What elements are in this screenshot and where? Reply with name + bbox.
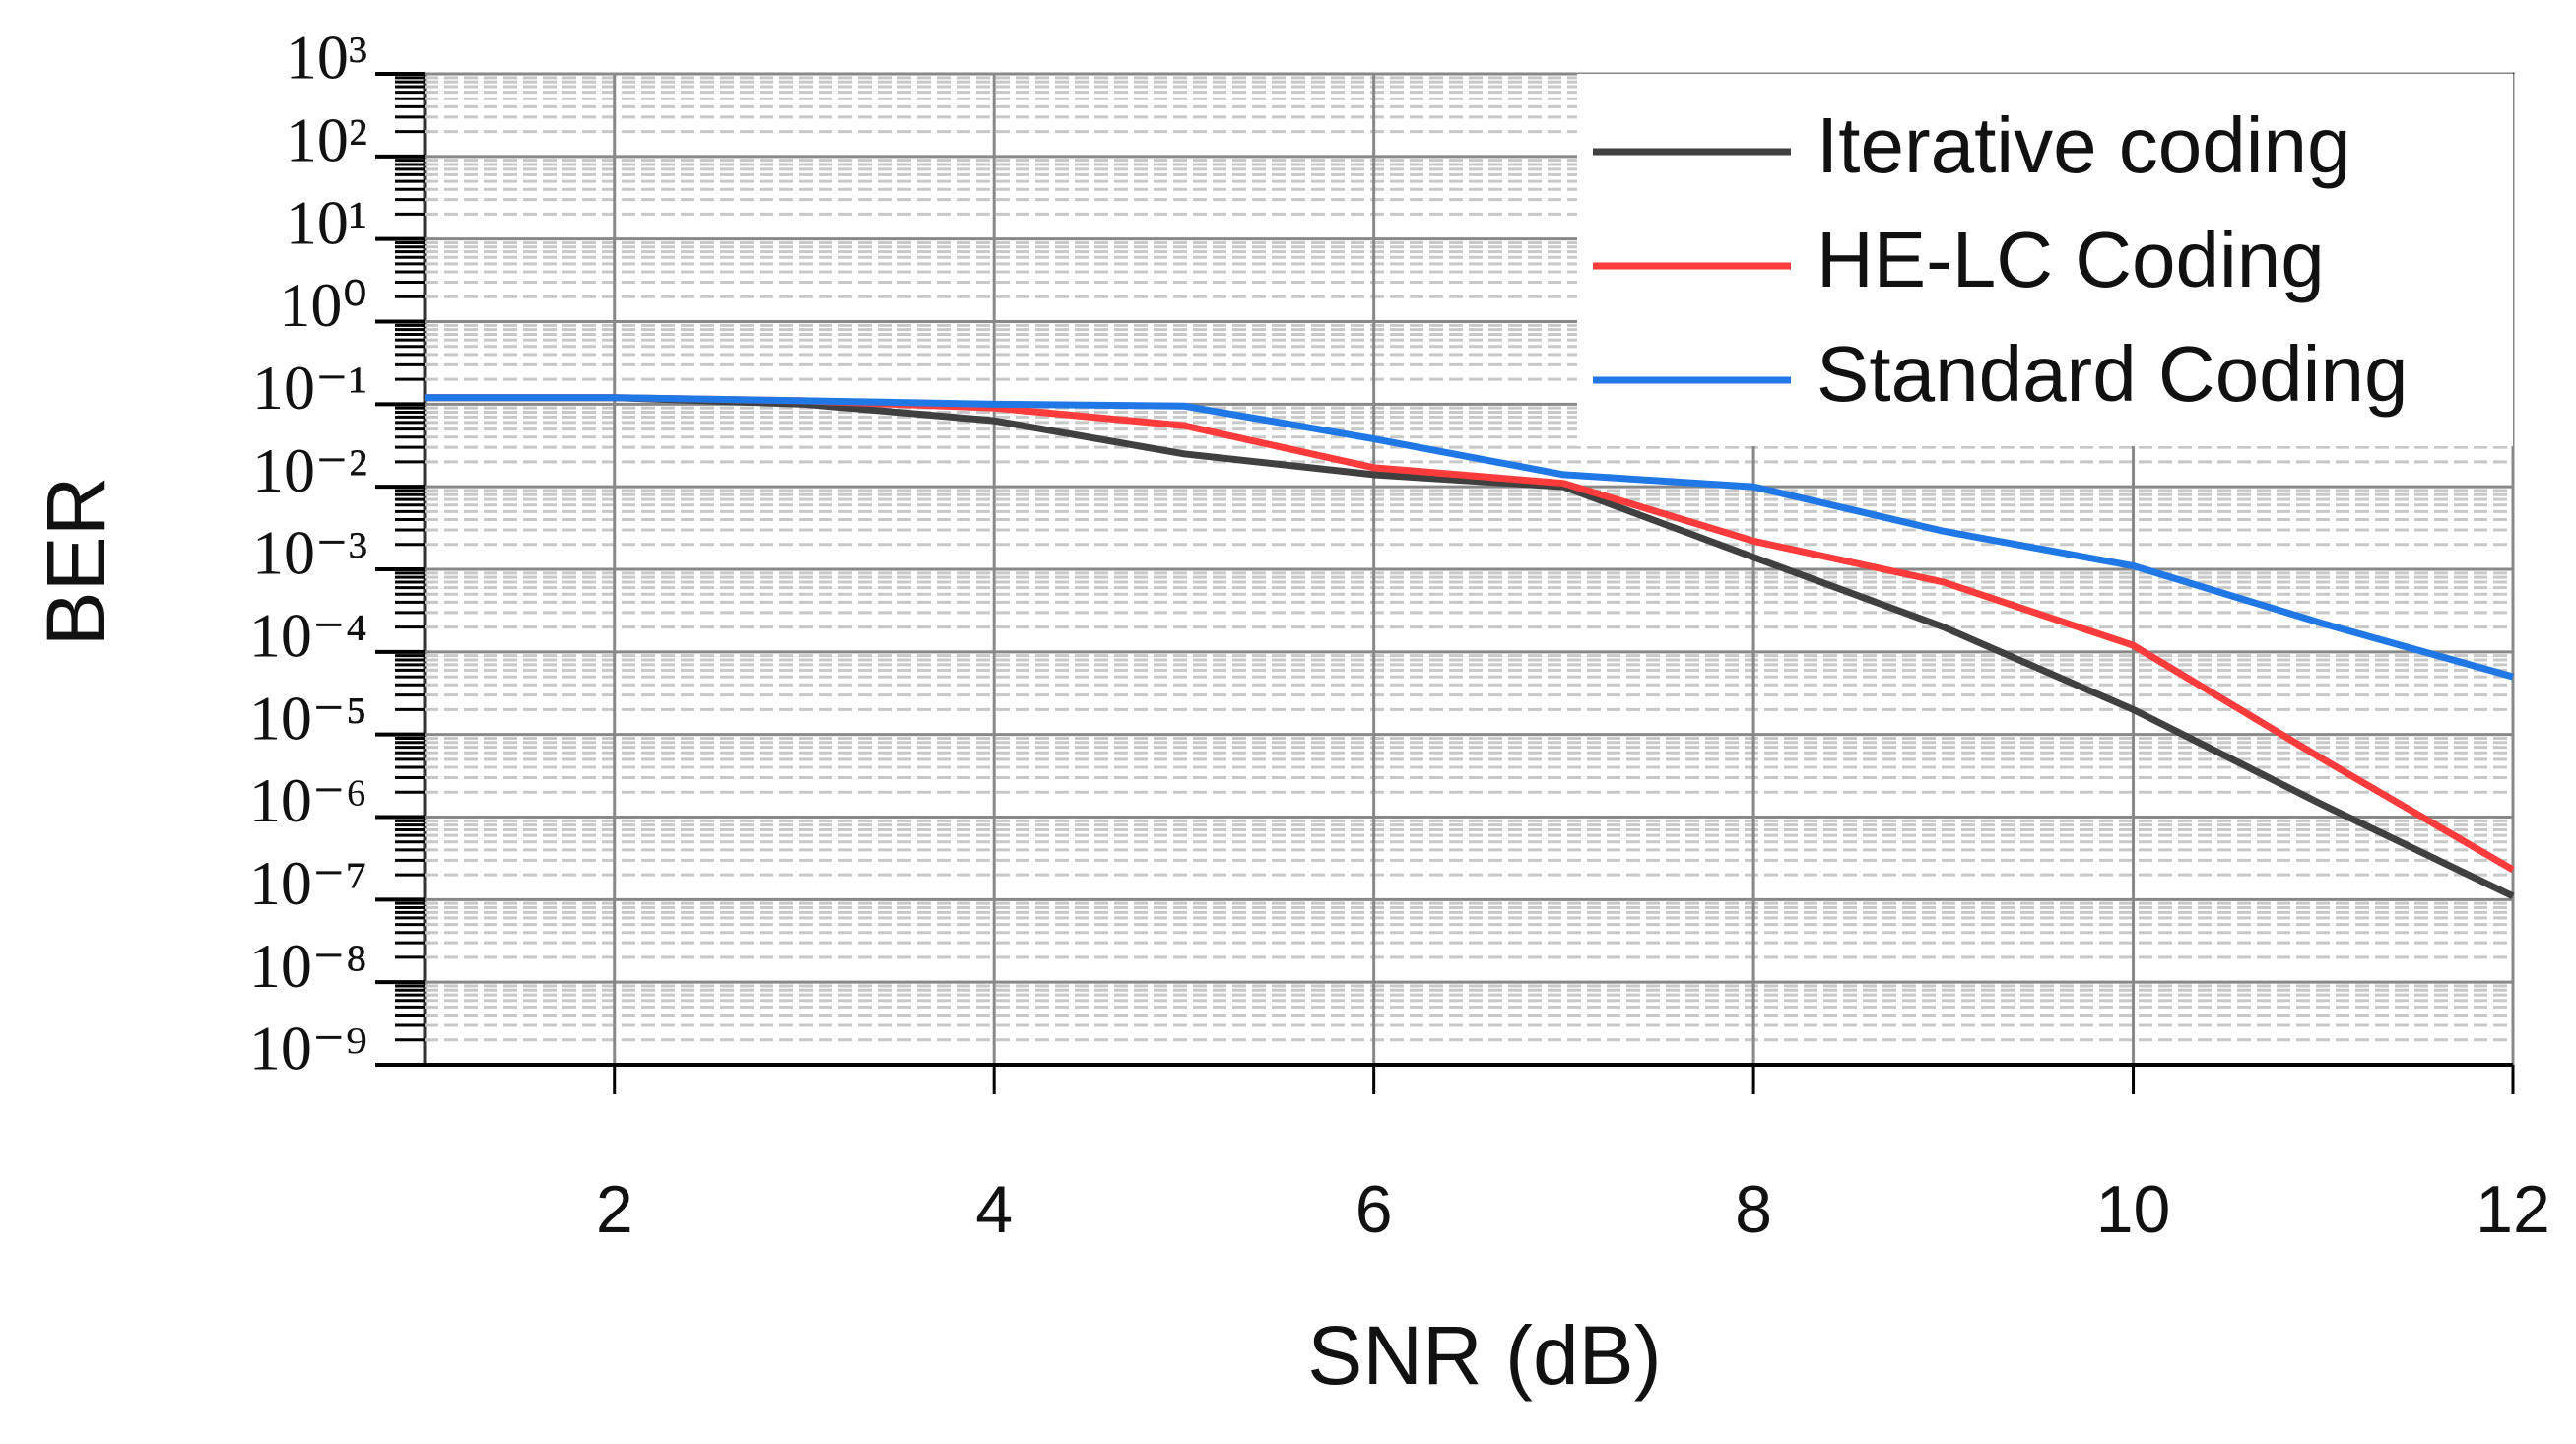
y-axis-label: BER [30,477,122,647]
x-tick-label: 10 [2096,1172,2171,1247]
y-tick-label: 10⁻³ [252,518,367,588]
y-tick-label: 10⁻⁴ [249,601,367,671]
y-tick-label: 10⁻² [252,435,367,505]
y-tick-label: 10⁻⁷ [249,848,367,918]
y-tick-label: 10⁻⁸ [249,931,367,1001]
y-tick-label: 10² [286,105,367,175]
legend-box [1577,74,2513,446]
x-tick-label: 6 [1355,1172,1393,1247]
x-tick-label: 2 [596,1172,633,1247]
y-tick-label: 10⁻¹ [252,353,367,423]
x-axis-label: SNR (dB) [1307,1309,1661,1402]
legend: Iterative coding HE-LC Coding Standard Cod… [1577,74,2513,446]
legend-label: Standard Coding [1816,330,2408,418]
y-tick-label: 10⁻⁵ [249,683,367,753]
y-tick-label: 10⁻⁹ [249,1014,367,1083]
y-tick-label: 10⁻⁶ [249,765,367,835]
x-tick-label: 12 [2476,1172,2550,1247]
legend-label: HE-LC Coding [1816,216,2325,303]
y-tick-label: 10⁰ [279,270,367,340]
y-tick-label: 10¹ [286,187,367,257]
y-tick-label: 10³ [286,23,367,93]
legend-label: Iterative coding [1816,101,2351,189]
x-tick-label: 8 [1735,1172,1772,1247]
series-line [425,394,2514,681]
x-tick-label: 4 [975,1172,1013,1247]
